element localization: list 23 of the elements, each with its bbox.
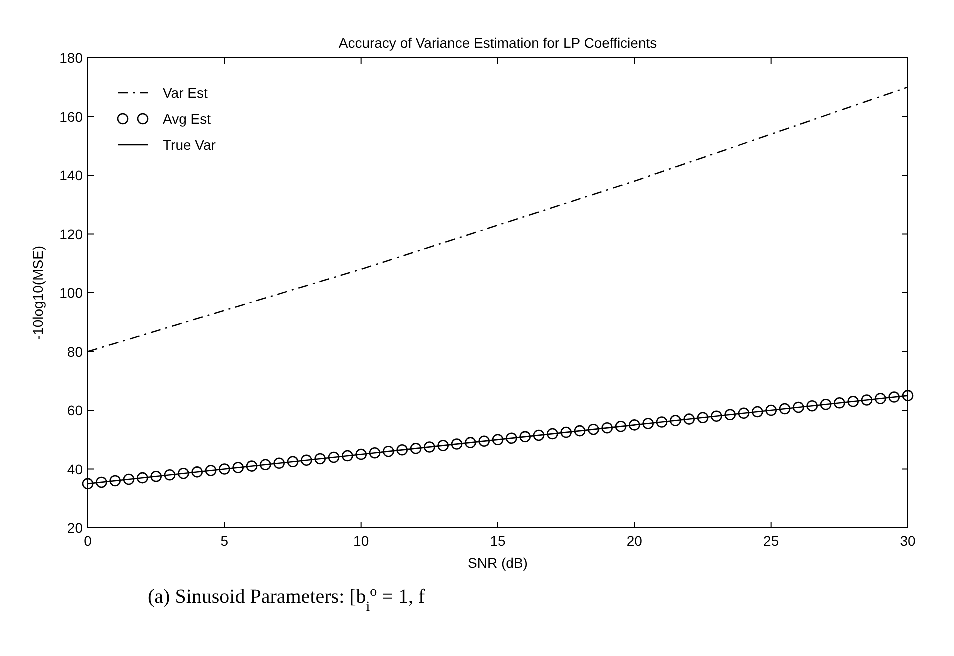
y-tick-label: 180	[60, 50, 84, 66]
x-tick-label: 30	[900, 533, 916, 549]
y-axis-title: -10log10(MSE)	[30, 246, 46, 340]
x-tick-label: 15	[490, 533, 506, 549]
y-tick-label: 160	[60, 108, 84, 125]
y-tick-label: 120	[60, 226, 84, 242]
x-tick-label: 10	[354, 533, 370, 549]
y-tick-label: 80	[67, 344, 84, 360]
y-tick-label: 60	[67, 402, 84, 418]
y-tick-label: 20	[67, 520, 84, 536]
x-tick-label: 0	[84, 533, 92, 549]
legend-label: Avg Est	[163, 111, 212, 127]
x-tick-label: 5	[220, 533, 229, 549]
x-tick-label: 20	[626, 533, 643, 549]
y-tick-label: 40	[67, 461, 84, 478]
y-tick-label: 140	[60, 168, 84, 184]
x-tick-label: 25	[764, 533, 780, 549]
y-tick-label: 100	[60, 285, 84, 301]
legend-label: True Var	[163, 137, 216, 153]
legend-label: Var Est	[163, 85, 208, 101]
x-axis-title: SNR (dB)	[468, 555, 528, 571]
text: (a) Sinusoid Parameters: [b$_{i}$$^{o}$ = 1, f	[148, 584, 426, 614]
chart-title: Accuracy of Variance Estimation for LP Coefficients	[338, 35, 658, 51]
